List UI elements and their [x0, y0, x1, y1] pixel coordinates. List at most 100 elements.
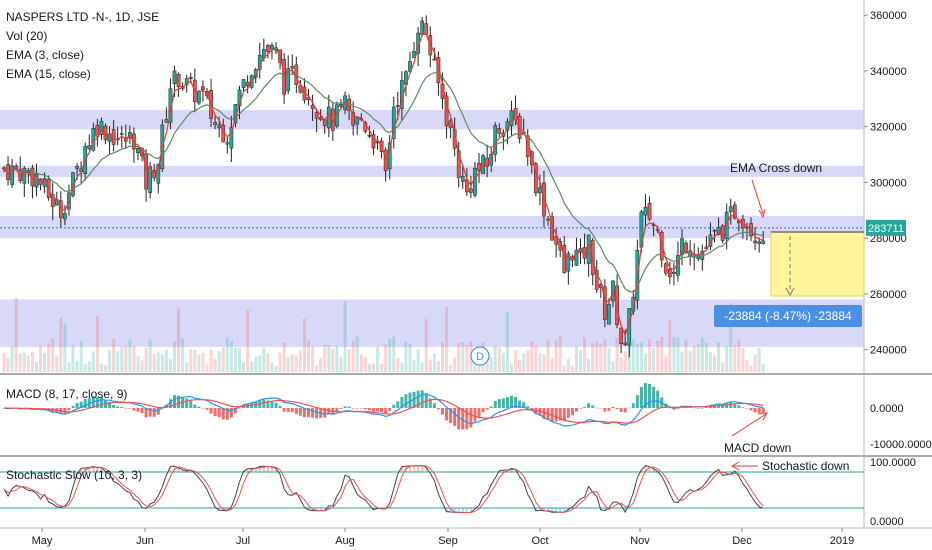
volume-bar [595, 341, 599, 372]
candle-body [554, 236, 559, 245]
candle-body [509, 110, 514, 127]
stoch-overbought-fill [717, 469, 720, 472]
volume-bar [254, 356, 258, 372]
volume-bar [120, 346, 124, 372]
macd-hist-bar [599, 408, 603, 409]
macd-hist-bar [266, 400, 270, 408]
volume-bar [168, 359, 172, 372]
macd-hist-bar [648, 383, 652, 408]
candle-body [513, 107, 518, 121]
macd-hist-bar [388, 408, 392, 411]
macd-hist-bar [465, 408, 469, 430]
volume-bar [2, 352, 6, 372]
candle-body [408, 61, 412, 72]
indicator-ema-15: EMA (15, close) [6, 67, 91, 81]
macd-hist-bar [396, 401, 400, 408]
macd-hist-bar [477, 408, 481, 418]
volume-bar [79, 340, 83, 372]
macd-hist-bar [745, 408, 749, 409]
candle-body [99, 120, 104, 135]
stoch-tick-low: 0.0000 [870, 516, 904, 528]
candle-body [753, 240, 757, 244]
macd-hist-bar [587, 403, 591, 408]
candle-body [266, 45, 270, 52]
time-tick-label: Nov [630, 535, 650, 547]
volume-bar [95, 315, 99, 372]
stoch-tick-high: 100.0000 [870, 457, 916, 469]
volume-bar [493, 345, 497, 372]
volume-bar [302, 318, 306, 372]
stoch-oversold-fill [449, 508, 452, 512]
volume-bar [489, 357, 493, 372]
macd-hist-bar [497, 399, 501, 408]
volume-bar [363, 357, 367, 372]
stoch-overbought-fill [100, 467, 103, 472]
volume-bar [181, 338, 185, 372]
macd-hist-bar [213, 408, 217, 417]
volume-bar [380, 364, 384, 372]
stochastic-down-arrow-head [730, 461, 740, 471]
volume-bar [554, 340, 558, 372]
dividend-marker[interactable] [470, 346, 490, 366]
macd-hist-bar [209, 408, 213, 414]
macd-hist-bar [514, 397, 518, 408]
candle-body [619, 327, 623, 344]
macd-hist-bar [672, 408, 676, 410]
volume-bar [99, 363, 103, 372]
candle-body [201, 86, 205, 90]
macd-hist-bar [753, 408, 757, 413]
volume-bar [635, 344, 639, 372]
volume-bar [355, 336, 359, 372]
volume-bar [457, 342, 461, 372]
volume-bar [59, 317, 63, 372]
macd-hist-bar [156, 408, 160, 415]
macd-hist-bar [729, 402, 733, 408]
volume-bar [152, 353, 156, 372]
volume-bar [10, 345, 14, 372]
macd-hist-bar [741, 407, 745, 408]
candle-body [716, 227, 721, 236]
macd-hist-bar [108, 402, 112, 408]
candle-body [712, 229, 717, 232]
macd-hist-bar [737, 405, 741, 408]
volume-bar [229, 340, 233, 372]
volume-bar [104, 365, 107, 372]
volume-bar [615, 337, 619, 372]
macd-hist-bar [229, 408, 233, 418]
volume-bar [603, 339, 607, 372]
volume-bar [140, 360, 144, 372]
last-price-badge [866, 219, 906, 236]
volume-bar [225, 337, 229, 372]
volume-bar [420, 362, 424, 372]
volume-bar [75, 360, 79, 372]
candle-body [663, 263, 668, 274]
macd-hist-bar [270, 401, 274, 408]
candle-body [424, 23, 429, 35]
volume-bar [461, 342, 465, 372]
volume-bar [30, 351, 34, 372]
macd-hist-bar [185, 398, 189, 408]
volume-bar [449, 365, 453, 372]
volume-bar [217, 351, 221, 372]
stoch-overbought-fill [275, 468, 278, 472]
volume-bar [550, 358, 554, 372]
candle-body [184, 78, 189, 85]
macd-hist-bar [652, 386, 656, 408]
stoch-overbought-fill [652, 468, 655, 472]
candle-body [497, 128, 502, 134]
volume-bars [2, 297, 765, 372]
stoch-oversold-fill [307, 508, 310, 510]
macd-down-arrow [731, 413, 767, 437]
stoch-oversold-fill [465, 508, 468, 513]
macd-hist-bar [217, 408, 221, 418]
stochastic-title: Stochastic Slow (10, 3, 3) [6, 468, 142, 482]
volume-bar [392, 336, 396, 372]
volume-bar [311, 346, 315, 372]
measure-box[interactable] [770, 231, 865, 297]
volume-bar [672, 336, 676, 372]
volume-bar [294, 355, 298, 372]
price-tick-label: 240000 [870, 345, 907, 357]
volume-bar [713, 355, 716, 372]
volume-bar [351, 340, 355, 372]
volume-bar [164, 349, 168, 372]
